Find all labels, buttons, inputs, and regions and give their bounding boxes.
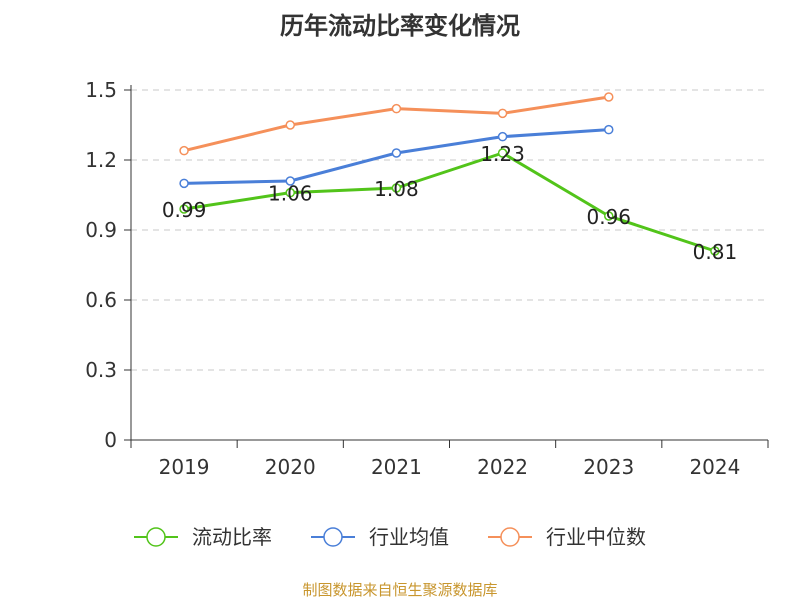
axis-layer: 0 0.3 0.6 0.9 1.2 1.5 2019 2020 2021 2022 2023 2024 (85, 78, 769, 479)
x-tick-label: 2022 (477, 455, 528, 479)
series-流动比率 (179, 148, 720, 256)
data-label: 0.99 (162, 198, 207, 222)
y-tick-label: 1.5 (85, 78, 117, 102)
y-tick-label: 1.2 (85, 148, 117, 172)
series-line (183, 151, 716, 253)
data-point (391, 103, 402, 114)
chart-title: 历年流动比率变化情况 (280, 12, 520, 40)
data-point (497, 108, 508, 119)
data-point (710, 246, 720, 256)
x-tick-label: 2019 (159, 455, 210, 479)
legend-marker (323, 527, 343, 547)
data-label: 1.08 (374, 177, 419, 201)
x-tick-label: 2023 (583, 455, 634, 479)
data-point (179, 178, 189, 189)
data-point (285, 187, 295, 198)
legend-label: 行业中位数 (546, 525, 646, 549)
data-label: 0.81 (693, 240, 738, 264)
data-point (285, 176, 295, 186)
legend-item: 行业均值 (311, 525, 449, 549)
data-point (604, 211, 614, 221)
series-行业中位数 (179, 92, 614, 156)
y-tick-label: 0.3 (85, 358, 117, 382)
y-tick-label: 0 (104, 428, 117, 452)
data-label-layer: 0.99 1.06 1.08 1.23 0.96 0.81 (162, 142, 737, 264)
grid-layer (131, 89, 768, 371)
data-point (391, 148, 402, 158)
data-label: 1.23 (480, 142, 525, 166)
legend-marker (146, 527, 166, 547)
data-label: 0.96 (586, 205, 631, 229)
data-point (604, 92, 614, 102)
legend: 流动比率 行业均值 行业中位数 (134, 525, 646, 549)
legend-marker (500, 527, 520, 547)
source-note: 制图数据来自恒生聚源数据库 (302, 581, 497, 599)
x-tick-label: 2020 (265, 455, 316, 479)
legend-label: 流动比率 (192, 525, 272, 549)
data-label: 1.06 (268, 182, 313, 206)
data-point (604, 124, 614, 135)
y-tick-label: 0.9 (85, 218, 117, 242)
legend-label: 行业均值 (369, 525, 449, 549)
data-point (497, 131, 508, 142)
data-point (285, 120, 295, 130)
series-layer (179, 92, 720, 256)
legend-item: 行业中位数 (488, 525, 646, 549)
legend-item: 流动比率 (134, 525, 272, 549)
x-tick-label: 2024 (689, 455, 740, 479)
data-point (497, 148, 508, 158)
series-行业均值 (179, 124, 614, 189)
data-point (179, 145, 189, 156)
data-point (179, 204, 189, 214)
y-tick-label: 0.6 (85, 288, 117, 312)
data-point (391, 183, 402, 193)
x-tick-label: 2021 (371, 455, 422, 479)
